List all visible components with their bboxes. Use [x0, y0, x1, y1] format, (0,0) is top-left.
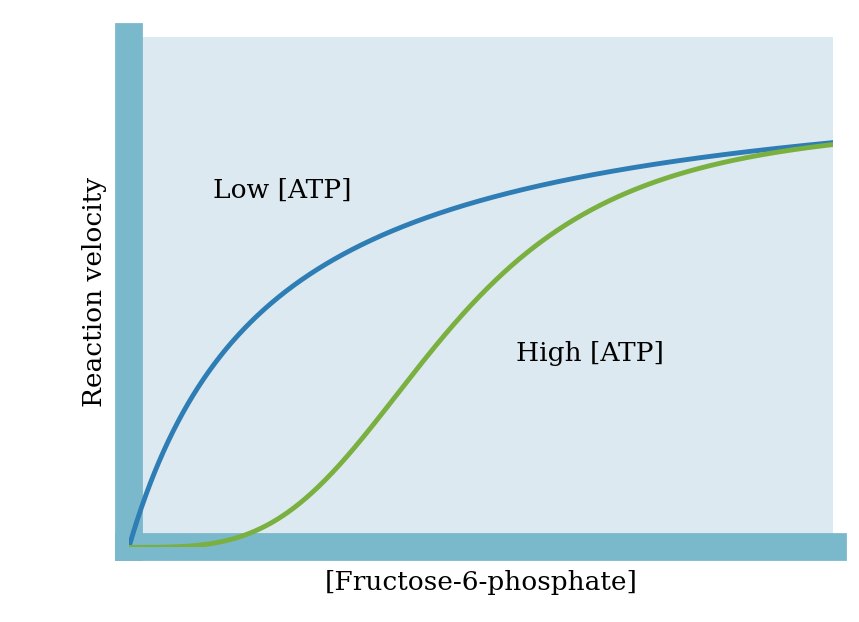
X-axis label: [Fructose-6-phosphate]: [Fructose-6-phosphate]	[325, 570, 637, 595]
Y-axis label: Reaction velocity: Reaction velocity	[82, 177, 107, 407]
Text: Low [ATP]: Low [ATP]	[213, 178, 352, 203]
Text: High [ATP]: High [ATP]	[516, 341, 664, 366]
